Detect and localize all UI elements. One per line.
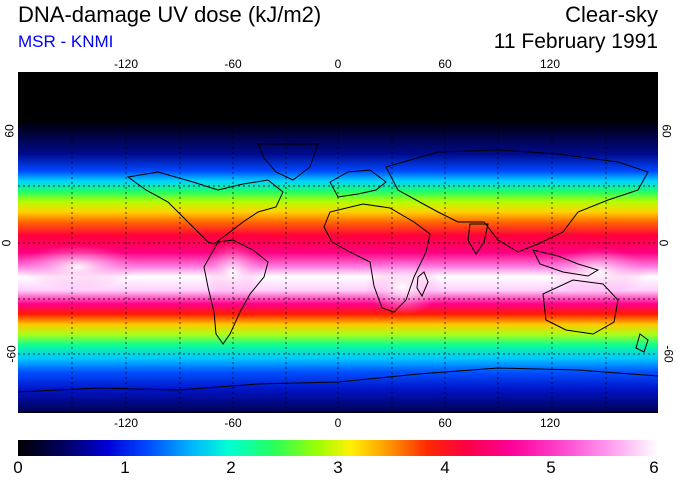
lon-tick-top: 120 [539,57,561,71]
lon-tick-bottom: -120 [113,416,139,430]
colorbar-label: 3 [333,458,343,477]
lon-tick-top: -120 [113,57,139,71]
uv-hotspot [548,248,648,296]
axis-ticks [18,72,658,413]
colorbar-label: 2 [226,458,236,477]
map-title: DNA-damage UV dose (kJ/m2) [18,2,322,27]
lon-tick-bottom: 120 [539,416,561,430]
graticule [18,72,658,413]
lat-tick-left: 60 [2,124,17,138]
color-scale-bar [18,440,658,456]
map-source: MSR - KNMI [18,32,114,51]
lat-tick-left: 0 [0,239,14,247]
uv-dose-map [18,72,658,413]
colorbar-label: 1 [120,458,130,477]
lat-tick-right: 60 [659,124,674,138]
sky-condition: Clear-sky [565,2,658,27]
colorbar-label: 5 [546,458,556,477]
map-overlay [18,72,658,413]
uv-hotspot [365,259,441,315]
lon-tick-top: 0 [334,57,342,71]
lat-tick-right: -60 [661,345,676,363]
colorbar-label: 6 [649,458,659,477]
lon-tick-bottom: -60 [224,416,242,430]
colorbar-label: 4 [440,458,450,477]
lat-tick-left: -60 [4,345,19,363]
lon-tick-bottom: 60 [438,416,452,430]
uv-hotspot [18,245,138,289]
lat-tick-right: 0 [656,239,671,247]
lon-tick-top: 60 [438,57,452,71]
map-date: 11 February 1991 [493,30,658,53]
colorbar-label: 0 [13,458,23,477]
lon-tick-bottom: 0 [334,416,342,430]
lon-tick-top: -60 [224,57,242,71]
